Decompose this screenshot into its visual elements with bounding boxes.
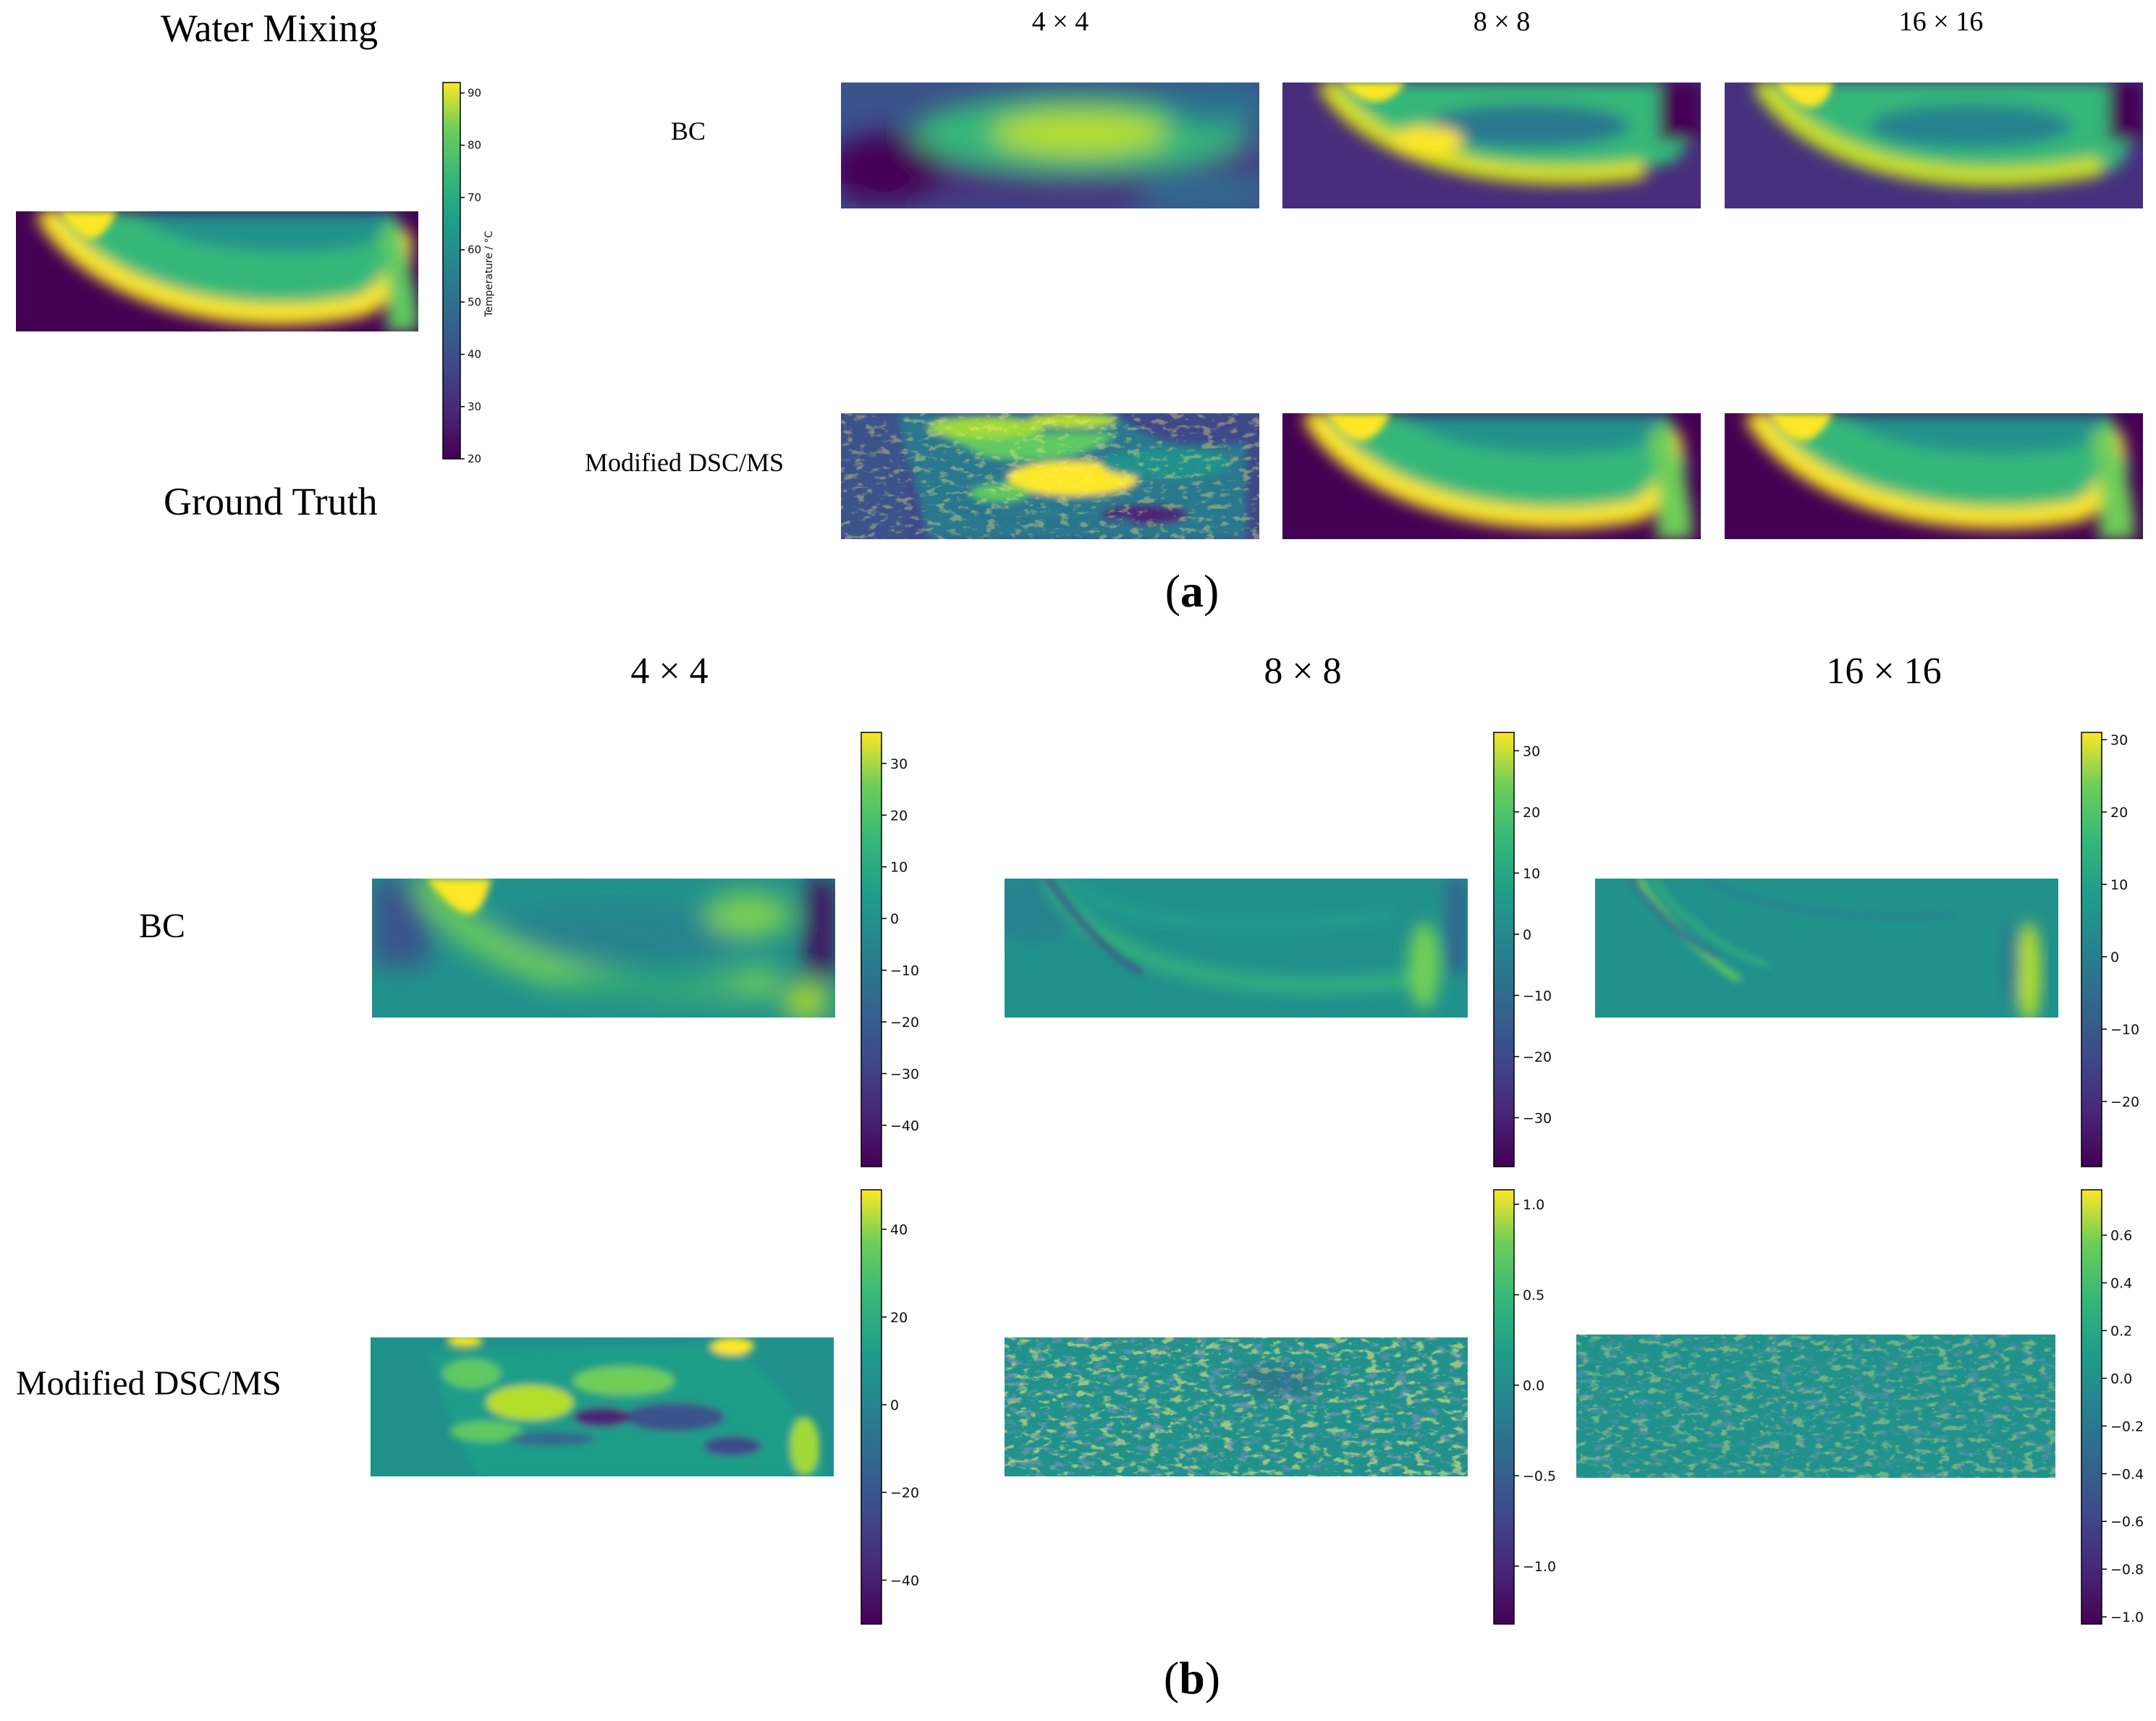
colorbar-tick-label: −40: [890, 1573, 919, 1589]
row-b-bc: BC: [139, 907, 186, 945]
colorbar-tick-label: −10: [1523, 988, 1552, 1004]
colorbar-tick-label: 0.6: [2110, 1228, 2132, 1244]
colorbar-b-ms-8x8: 1.0 0.5 0.0 −0.5 −1.0: [1493, 1189, 1556, 1625]
col-a-4x4: 4 × 4: [1031, 7, 1089, 37]
colorbar-tick-label: −0.8: [2110, 1562, 2144, 1578]
colorbar-b-ms-16x16: 0.6 0.4 0.2 0.0 −0.2 −0.4 −0.6 −0.8 −1.0: [2081, 1189, 2144, 1625]
colorbar-a-tick-label: 40: [468, 348, 481, 361]
colorbar-tick-label: −30: [890, 1066, 919, 1082]
colorbar-tick-label: 30: [1523, 743, 1540, 759]
colorbar-tick-label: 30: [2110, 732, 2128, 748]
colorbar-gradient: [2081, 1189, 2102, 1625]
row-a-bc: BC: [671, 117, 706, 145]
colorbar-tick-label: −0.4: [2110, 1466, 2144, 1482]
colorbar-tick-label: −0.2: [2110, 1418, 2144, 1434]
colorbar-a-tick-label: 70: [468, 191, 481, 204]
colorbar-tick-label: −0.5: [1523, 1468, 1556, 1484]
colorbar-tick-label: 0.0: [2110, 1371, 2132, 1387]
colorbar-tick-label: 1.0: [1523, 1197, 1544, 1213]
heatmap-a-bc-4x4: [841, 83, 1259, 208]
colorbar-tick-label: 0: [1523, 927, 1531, 943]
colorbar-tick-label: 20: [1523, 805, 1540, 821]
panel-a-title: Water Mixing: [161, 7, 379, 50]
heatmap-a-ms-8x8: [1282, 413, 1701, 539]
colorbar-tick-label: 10: [2110, 877, 2128, 893]
ground-truth-label: Ground Truth: [164, 480, 378, 523]
colorbar-tick-label: 0: [890, 911, 899, 927]
heatmap-ground-truth: [16, 211, 418, 331]
colorbar-tick-label: −20: [1523, 1049, 1552, 1065]
caption-a-letter: a: [1180, 565, 1204, 617]
col-b-4x4: 4 × 4: [630, 651, 709, 692]
colorbar-tick-label: 0.5: [1523, 1287, 1544, 1303]
row-a-ms: Modified DSC/MS: [585, 448, 785, 477]
colorbar-a-label: Temperature / °C: [483, 231, 495, 318]
colorbar-tick-label: −1.0: [1523, 1559, 1556, 1575]
colorbar-tick-label: −20: [890, 1485, 919, 1501]
heatmap-b-bc-8x8: [1005, 879, 1468, 1018]
colorbar-a-tick-label: 90: [468, 86, 481, 99]
heatmap-b-bc-4x4: [372, 879, 835, 1018]
colorbar-tick-label: −10: [2110, 1022, 2139, 1038]
colorbar-a-tick-label: 20: [468, 452, 481, 465]
colorbar-tick-label: −10: [890, 963, 919, 979]
colorbar-tick-label: 30: [890, 756, 908, 772]
heatmap-b-ms-4x4: [371, 1337, 834, 1476]
row-b-ms: Modified DSC/MS: [16, 1364, 282, 1403]
colorbar-tick-label: −40: [890, 1118, 919, 1134]
colorbar-tick-label: −20: [2110, 1094, 2139, 1110]
col-b-16x16: 16 × 16: [1826, 651, 1942, 692]
colorbar-b-bc-4x4: 30 20 10 0 −10 −20 −30 −40: [861, 732, 919, 1167]
heatmap-b-bc-16x16: [1595, 879, 2058, 1018]
colorbar-b-bc-16x16: 30 20 10 0 −10 −20: [2081, 732, 2139, 1167]
colorbar-tick-label: 20: [890, 1310, 908, 1326]
colorbar-a-tick-label: 50: [468, 295, 481, 308]
heatmap-a-ms-16x16: [1725, 413, 2143, 539]
colorbar-tick-label: −20: [890, 1015, 919, 1031]
heatmap-b-ms-8x8: [1005, 1337, 1468, 1476]
colorbar-tick-label: 0: [890, 1397, 899, 1413]
colorbar-tick-label: −0.6: [2110, 1514, 2144, 1530]
colorbar-gradient: [1493, 732, 1515, 1167]
colorbar-tick-label: 10: [890, 860, 908, 876]
colorbar-b-bc-8x8: 30 20 10 0 −10 −20 −30: [1493, 732, 1552, 1167]
colorbar-tick-label: 40: [890, 1222, 908, 1238]
colorbar-a-tick-label: 80: [468, 139, 481, 152]
colorbar-tick-label: 10: [1523, 866, 1540, 881]
heatmap-b-ms-16x16: [1576, 1335, 2055, 1478]
colorbar-a-tick-label: 60: [468, 243, 481, 256]
caption-a: (a): [1164, 565, 1219, 617]
colorbar-gradient: [1493, 1189, 1515, 1625]
heatmap-a-ms-4x4: [841, 413, 1259, 539]
heatmap-a-bc-8x8: [1282, 83, 1701, 208]
colorbar-a: 90 80 70 60 50 40 30 20 Temperature / °C: [442, 82, 495, 465]
colorbar-tick-label: 20: [2110, 805, 2128, 821]
colorbar-b-ms-4x4: 40 20 0 −20 −40: [861, 1189, 919, 1625]
col-b-8x8: 8 × 8: [1264, 651, 1342, 692]
colorbar-tick-label: −1.0: [2110, 1610, 2144, 1625]
colorbar-gradient: [861, 1189, 882, 1625]
colorbar-tick-label: 0.0: [1523, 1378, 1544, 1394]
colorbar-tick-label: 0.2: [2110, 1324, 2132, 1340]
colorbar-tick-label: 0: [2110, 950, 2119, 965]
colorbar-tick-label: −30: [1523, 1110, 1552, 1126]
col-a-8x8: 8 × 8: [1473, 7, 1531, 37]
heatmap-a-bc-16x16: [1725, 83, 2143, 208]
colorbar-gradient: [2081, 732, 2102, 1167]
caption-b-letter: b: [1179, 1652, 1205, 1704]
colorbar-gradient: [861, 732, 882, 1167]
caption-b: (b): [1163, 1652, 1221, 1704]
col-a-16x16: 16 × 16: [1898, 7, 1984, 37]
colorbar-a-tick-label: 30: [468, 400, 481, 413]
colorbar-tick-label: 20: [890, 808, 908, 824]
colorbar-tick-label: 0.4: [2110, 1276, 2132, 1292]
